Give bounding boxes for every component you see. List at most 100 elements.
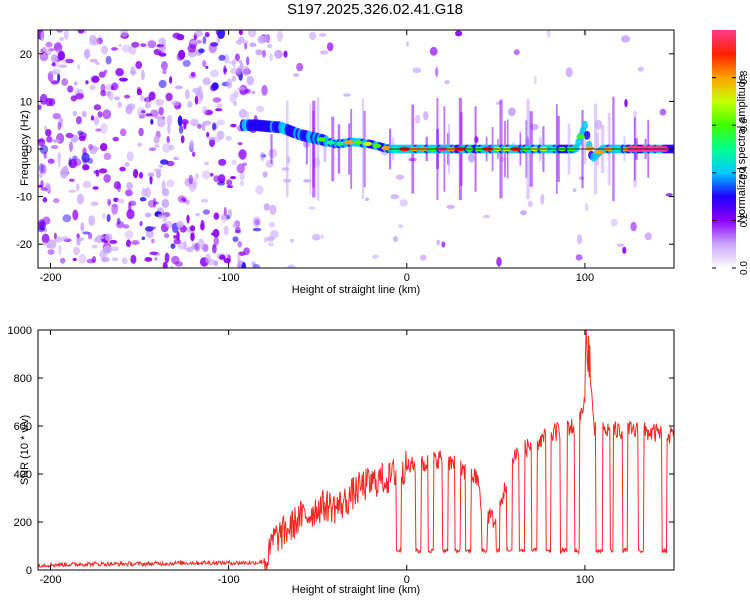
noise-speckle: [393, 236, 399, 242]
noise-speckle: [157, 214, 163, 219]
noise-speckle: [172, 32, 181, 39]
noise-speckle: [114, 96, 120, 101]
noise-speckle: [82, 180, 92, 189]
noise-speckle: [50, 145, 59, 150]
noise-speckle: [241, 261, 247, 268]
noise-speckle: [533, 76, 537, 85]
noise-speckle: [47, 158, 55, 164]
noise-speckle: [230, 176, 237, 180]
noise-speckle: [192, 87, 201, 94]
colorbar-tick-label: 0.4: [739, 165, 750, 179]
noise-speckle: [72, 257, 77, 262]
noise-speckle: [99, 143, 108, 152]
noise-speckle: [90, 201, 99, 207]
spectral-spike: [337, 124, 341, 174]
noise-speckle: [60, 257, 66, 264]
noise-speckle: [57, 73, 61, 83]
bottom-x-axis-label: Height of straight line (km): [291, 584, 421, 596]
noise-speckle: [264, 35, 270, 42]
noise-speckle: [173, 235, 178, 239]
noise-speckle: [120, 30, 128, 38]
noise-speckle: [58, 118, 64, 123]
trace-peak: [316, 137, 326, 142]
noise-speckle: [141, 109, 146, 114]
bottom-y-tick-label: 1000: [8, 325, 32, 337]
noise-speckle: [186, 214, 190, 224]
noise-speckle: [267, 43, 273, 49]
noise-speckle: [237, 241, 243, 248]
noise-speckle: [202, 36, 207, 45]
noise-speckle: [569, 122, 576, 129]
noise-speckle: [136, 88, 142, 96]
noise-speckle: [165, 92, 173, 102]
trace-peak: [576, 134, 585, 139]
noise-speckle: [87, 232, 93, 240]
noise-speckle: [158, 79, 167, 89]
noise-speckle: [212, 244, 217, 254]
noise-speckle: [105, 55, 112, 65]
noise-speckle: [262, 171, 268, 178]
noise-speckle: [200, 198, 209, 203]
spectral-spike: [348, 123, 351, 175]
noise-speckle: [124, 230, 134, 239]
noise-speckle: [194, 30, 203, 37]
noise-speckle: [62, 236, 69, 241]
noise-speckle: [216, 103, 223, 109]
noise-speckle: [135, 61, 143, 69]
noise-speckle: [92, 186, 99, 190]
noise-speckle: [126, 209, 135, 220]
noise-speckle: [140, 69, 145, 81]
colorbar: [712, 30, 736, 268]
noise-speckle: [234, 53, 240, 62]
noise-speckle: [226, 179, 233, 186]
noise-speckle: [126, 239, 131, 248]
noise-speckle: [213, 175, 220, 183]
noise-speckle: [223, 258, 231, 264]
noise-speckle: [54, 61, 59, 68]
noise-speckle: [174, 261, 183, 267]
noise-speckle: [162, 143, 171, 153]
noise-speckle: [111, 203, 118, 215]
noise-speckle: [149, 147, 157, 152]
noise-speckle: [215, 108, 223, 112]
noise-speckle: [575, 254, 583, 261]
noise-speckle: [251, 261, 256, 267]
noise-speckle: [63, 30, 69, 40]
noise-speckle: [234, 90, 239, 98]
noise-speckle: [81, 152, 90, 163]
noise-speckle: [293, 73, 300, 77]
noise-speckle: [255, 49, 263, 56]
noise-speckle: [432, 219, 439, 230]
noise-speckle: [237, 87, 246, 91]
top-x-tick-label: -100: [218, 272, 240, 284]
noise-speckle: [212, 97, 222, 103]
noise-speckle: [57, 50, 65, 61]
noise-speckle: [455, 30, 463, 37]
noise-speckle: [122, 224, 130, 229]
noise-speckle: [312, 198, 316, 203]
noise-speckle: [308, 206, 316, 210]
noise-speckle: [372, 254, 379, 259]
noise-speckle: [290, 238, 294, 243]
noise-speckle: [202, 105, 208, 116]
noise-speckle: [513, 49, 520, 56]
noise-speckle: [201, 170, 211, 180]
noise-speckle: [106, 214, 111, 223]
noise-speckle: [42, 197, 48, 203]
noise-speckle: [45, 129, 52, 137]
noise-speckle: [93, 116, 100, 126]
noise-speckle: [218, 158, 227, 166]
noise-speckle: [101, 45, 109, 55]
noise-speckle: [610, 218, 618, 227]
noise-speckle: [122, 44, 131, 53]
noise-speckle: [57, 151, 62, 162]
noise-speckle: [88, 143, 93, 151]
noise-speckle: [139, 220, 143, 227]
noise-speckle: [120, 128, 127, 137]
bottom-y-axis-label: SNR (10 * v/v): [19, 414, 31, 486]
spectral-spike: [324, 135, 327, 163]
noise-speckle: [238, 30, 243, 36]
noise-speckle: [216, 130, 225, 140]
noise-speckle: [165, 221, 174, 228]
noise-speckle: [155, 98, 165, 106]
